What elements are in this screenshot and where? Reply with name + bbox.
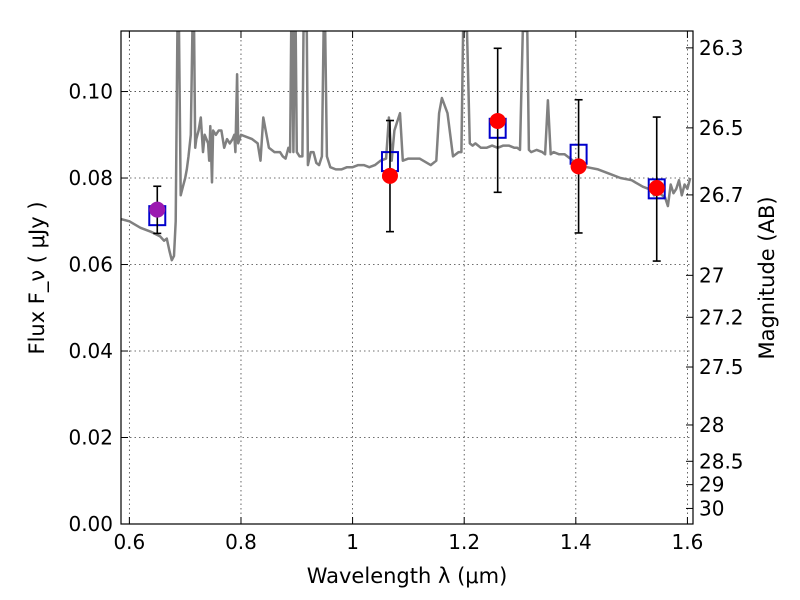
observed-flux-marker xyxy=(570,158,587,175)
x-tick-label: 1 xyxy=(346,530,359,554)
grid xyxy=(121,31,693,525)
x-tick-label: 0.8 xyxy=(225,530,257,554)
y-tick-label: 0.10 xyxy=(68,80,113,104)
magnitude-tick-label: 27 xyxy=(699,263,724,287)
magnitude-tick-label: 27.2 xyxy=(699,305,744,329)
observed-flux-marker xyxy=(149,201,166,218)
x-tick-label: 1.6 xyxy=(672,530,704,554)
observed-flux-marker xyxy=(648,179,665,196)
y-tick-label: 0.08 xyxy=(68,166,113,190)
observed-flux-marker xyxy=(489,112,506,129)
y-tick-label: 0.04 xyxy=(68,339,113,363)
x-tick-label: 1.4 xyxy=(560,530,592,554)
magnitude-tick-label: 26.5 xyxy=(699,116,744,140)
magnitude-tick-label: 28.5 xyxy=(699,449,744,473)
model-spectrum-line xyxy=(121,31,692,262)
axes: 0.6 0.8 1 1.2 1.4 1.6 0.00 0.02 0.04 0.06 0.08 0.10… xyxy=(68,30,744,554)
y-tick-label: 0.02 xyxy=(68,426,113,450)
plot-area xyxy=(121,31,692,262)
magnitude-tick-label: 27.5 xyxy=(699,355,744,379)
observed-flux-marker xyxy=(381,167,398,184)
y-tick-label: 0.06 xyxy=(68,253,113,277)
magnitude-tick-label: 28 xyxy=(699,413,724,437)
magnitude-tick-label: 26.3 xyxy=(699,36,744,60)
magnitude-tick-label: 26.7 xyxy=(699,183,744,207)
y-tick-label: 0.00 xyxy=(68,512,113,536)
y-axis-label: Flux F_ν ( μJy ) xyxy=(25,201,50,354)
x-tick-label: 1.2 xyxy=(448,530,480,554)
plot-frame xyxy=(120,30,694,525)
x-axis-label: Wavelength λ (μm) xyxy=(307,564,508,588)
magnitude-tick-label: 30 xyxy=(699,496,724,520)
magnitude-tick-label: 29 xyxy=(699,473,724,497)
x-tick-label: 0.6 xyxy=(113,530,145,554)
y-axis-right-label: Magnitude (AB) xyxy=(755,196,779,359)
